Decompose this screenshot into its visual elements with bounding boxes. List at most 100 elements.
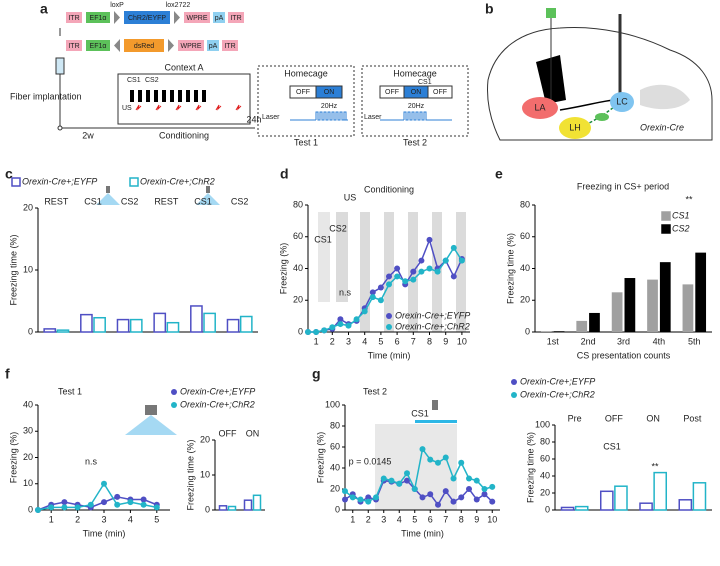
test-label: Test 2 (403, 137, 427, 147)
x-tick-label: 2 (75, 514, 80, 524)
y-tick-label: 20 (520, 295, 530, 305)
y-tick-label: 20 (540, 487, 550, 497)
data-point (394, 265, 401, 272)
x-tick-label: REST (154, 196, 179, 206)
bar (239, 315, 253, 333)
x-tick-label: 6 (395, 336, 400, 346)
bar (190, 305, 203, 333)
bar (252, 494, 262, 511)
y-tick-label: 40 (23, 399, 33, 409)
bar (653, 471, 668, 511)
bar (589, 312, 600, 332)
panel-letter: f (5, 366, 10, 382)
legend-swatch (386, 313, 392, 319)
cs-label: CS1 (418, 79, 432, 86)
x-tick-label: CS2 (231, 196, 249, 206)
x-tick-label: 4th (653, 336, 666, 346)
x-tick-label: OFF (219, 428, 237, 438)
x-tick-label: ON (246, 428, 260, 438)
data-point (466, 486, 472, 492)
legend-label: Orexin-Cre+;EYFP (22, 176, 97, 186)
data-point (114, 493, 121, 500)
panel-letter: a (40, 1, 48, 17)
data-point (365, 498, 372, 505)
data-point (369, 289, 376, 296)
y-tick-label: 60 (540, 453, 550, 463)
x-tick-label: 5 (378, 336, 383, 346)
element-label: EF1α (90, 15, 107, 22)
data-point (418, 268, 425, 275)
x-tick-label: 3rd (617, 336, 630, 346)
y-tick-label: 40 (330, 462, 340, 472)
bar (560, 506, 575, 511)
data-point (342, 488, 348, 495)
y-tick-label: 30 (23, 426, 33, 436)
annotation: ** (685, 194, 693, 204)
data-point (442, 454, 449, 461)
state-label: OFF (296, 89, 310, 96)
legend-label: Orexin-Cre+;ChR2 (140, 176, 215, 186)
bar (80, 313, 93, 333)
y-tick-label: 40 (520, 263, 530, 273)
x-tick-label: 8 (459, 514, 464, 524)
construct-top: ITR EF1α ChR2/EYFP WPRE pA ITR loxP lox2… (66, 2, 244, 24)
timeline (55, 28, 469, 137)
element-label: WPRE (187, 15, 208, 22)
x-tick-label: 4 (397, 514, 402, 524)
y-tick-label: 80 (520, 199, 530, 209)
bar (93, 316, 106, 333)
y-tick-label: 0 (28, 326, 33, 336)
state-label: ON (324, 89, 335, 96)
x-tick-label: OFF (605, 413, 623, 423)
site-label: loxP (110, 2, 124, 9)
element-label: pA (215, 15, 224, 22)
data-point (361, 308, 368, 315)
x-tick-label: CS2 (121, 196, 139, 206)
state-label: OFF (433, 89, 447, 96)
x-tick-label: 10 (487, 514, 497, 524)
state-label: ON (411, 89, 422, 96)
series-line (37, 496, 158, 511)
data-point (473, 477, 480, 484)
x-tick-label: ON (646, 413, 660, 423)
data-point (373, 494, 379, 501)
bar (574, 505, 589, 511)
y-tick-label: 10 (23, 264, 33, 274)
data-point (394, 273, 401, 280)
y-tick-label: 80 (540, 436, 550, 446)
panel-letter: d (280, 166, 289, 182)
data-point (450, 244, 457, 251)
y-tick-label: 60 (330, 441, 340, 451)
y-tick-label: 20 (330, 483, 340, 493)
data-point (458, 257, 465, 264)
element-label: ChR2/EYFP (128, 15, 166, 22)
data-point (349, 494, 356, 501)
annotation: p = 0.0145 (349, 456, 392, 466)
us-label: US (122, 105, 132, 112)
y-tick-label: 0 (335, 504, 340, 514)
element-label: ITR (224, 43, 235, 50)
data-point (435, 459, 441, 466)
legend-swatch (661, 224, 671, 234)
bar (153, 312, 167, 333)
bar (43, 328, 57, 333)
phase-label: Conditioning (159, 130, 209, 140)
x-tick-label: 1 (350, 514, 355, 524)
x-tick-label: 2nd (581, 336, 596, 346)
data-point (489, 483, 496, 490)
decorations (96, 186, 466, 510)
chart-title: Test 1 (58, 386, 82, 396)
y-axis-label: Freezing (%) (315, 432, 325, 484)
x-tick-label: 8 (427, 336, 432, 346)
x-tick-label: 2 (366, 514, 371, 524)
y-tick-label: 0 (525, 326, 530, 336)
data-point (411, 486, 418, 492)
bar (218, 505, 228, 511)
data-point (418, 257, 425, 264)
data-point (442, 257, 449, 264)
data-point (321, 327, 328, 334)
y-tick-label: 10 (200, 469, 210, 479)
annotation: US (344, 192, 357, 202)
y-tick-label: 40 (293, 263, 303, 273)
data-point (458, 459, 465, 466)
